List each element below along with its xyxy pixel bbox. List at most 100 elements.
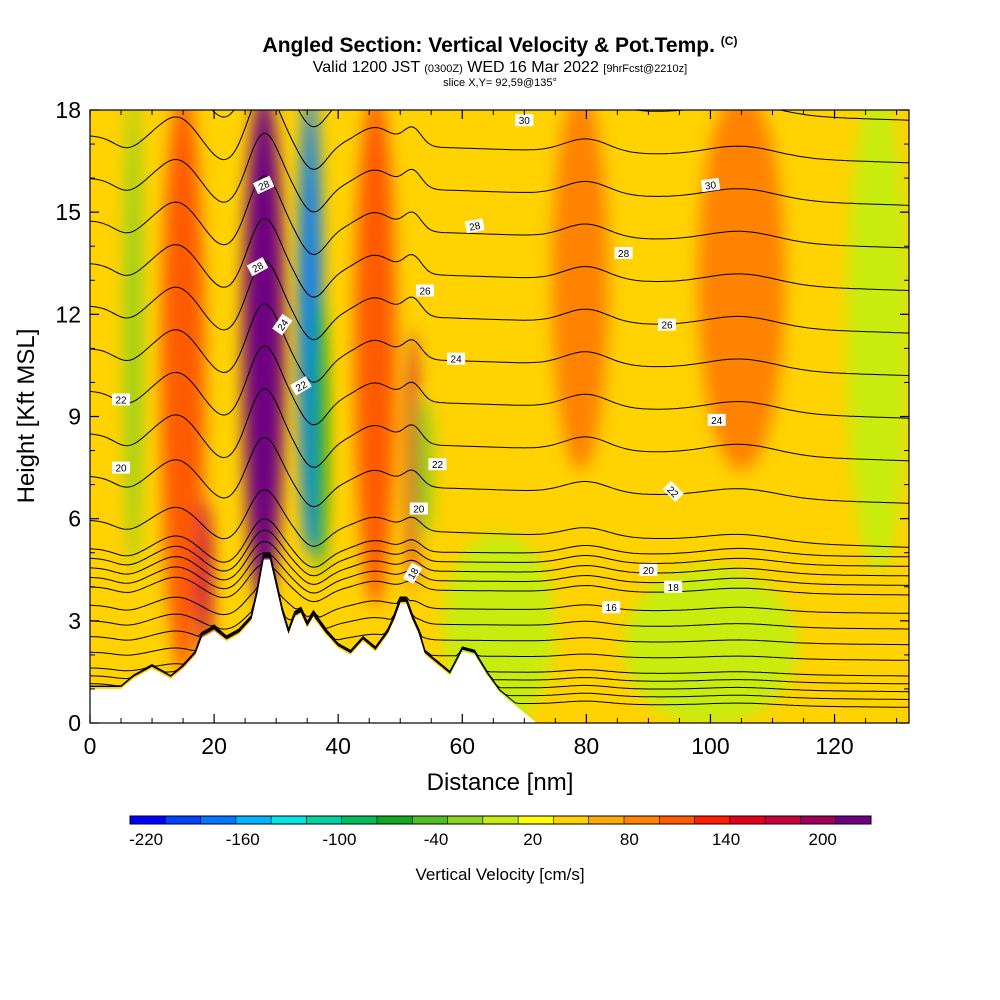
velocity-band — [552, 110, 609, 471]
colorbar-tick-label: 80 — [620, 830, 639, 849]
terrain — [90, 559, 909, 723]
colorbar-swatch — [729, 816, 766, 824]
theta-label-text: 20 — [643, 566, 655, 577]
theta-label: 22 — [290, 376, 312, 396]
theta-label-bg — [290, 376, 312, 396]
x-tick-label: 0 — [84, 733, 97, 759]
velocity-band — [407, 328, 418, 590]
theta-label-bg — [447, 352, 466, 365]
colorbar-swatch — [659, 816, 696, 824]
colorbar-swatch — [835, 816, 872, 824]
theta-contour-line — [90, 540, 909, 585]
valid-time: Valid 1200 JST — [312, 59, 420, 76]
theta-label-text: 16 — [606, 603, 618, 614]
velocity-band — [312, 294, 328, 573]
colorbar-swatch — [553, 816, 590, 824]
theta-contour-line — [90, 260, 909, 341]
theta-contour-line — [90, 555, 909, 677]
colorbar-swatch — [377, 816, 413, 824]
theta-label-bg — [707, 413, 726, 426]
velocity-band — [698, 110, 785, 471]
theta-label: 20 — [639, 563, 658, 577]
colorbar-tick-label: -100 — [322, 830, 356, 849]
y-tick-label: 18 — [55, 97, 81, 123]
theta-label: 24 — [447, 352, 466, 366]
theta-contour-line — [90, 563, 909, 603]
x-tick-label: 20 — [201, 733, 227, 759]
theta-label: 26 — [416, 284, 434, 298]
axes: 0 20 40 60 80 100 120 0 3 6 9 12 15 18 — [55, 97, 909, 759]
theta-label-bg — [602, 601, 621, 614]
theta-label-bg — [614, 247, 633, 259]
colorbar-frame — [129, 815, 872, 825]
y-tick-label: 9 — [68, 404, 81, 430]
theta-label-bg — [112, 393, 130, 406]
colorbar-swatch — [412, 816, 449, 824]
colorbar-swatch — [624, 816, 660, 824]
theta-label: 30 — [515, 114, 534, 127]
y-axis-label: Height [Kft MSL] — [13, 329, 40, 504]
x-axis-label: Distance [nm] — [427, 769, 574, 796]
x-tick-label: 40 — [325, 733, 351, 759]
theta-label-text: 30 — [519, 116, 531, 127]
theta-label-text: 28 — [469, 221, 482, 234]
theta-label-bg — [253, 175, 275, 195]
theta-label-bg — [658, 318, 676, 331]
theta-contour-line — [90, 554, 909, 661]
colorbar-tick-label: -160 — [226, 830, 260, 849]
theta-contour-line — [90, 110, 909, 170]
theta-label-bg — [515, 114, 534, 127]
theta-label: 26 — [658, 318, 676, 332]
colorbar-swatch — [765, 816, 801, 824]
velocity-band — [197, 498, 213, 658]
colorbar-swatch — [200, 816, 237, 824]
theta-label-bg — [464, 218, 485, 234]
velocity-band — [354, 110, 396, 607]
theta-contour-line — [90, 303, 909, 383]
valid-utc: (0300Z) — [424, 63, 463, 75]
theta-contour-labels: 3030282828282626242424222222222020201818… — [112, 114, 726, 614]
theta-label-bg — [246, 257, 269, 277]
theta-label-text: 22 — [294, 379, 310, 394]
colorbar-swatch — [235, 816, 272, 824]
theta-label-bg — [112, 461, 130, 474]
velocity-band — [125, 110, 142, 573]
chart-title: Angled Section: Vertical Velocity & Pot.… — [0, 34, 1000, 58]
theta-contours — [90, 110, 909, 708]
theta-label: 22 — [428, 458, 447, 471]
theta-contour-line — [90, 388, 909, 468]
theta-contour-line — [211, 110, 909, 128]
theta-contour-line — [90, 175, 909, 256]
theta-label-text: 26 — [661, 321, 673, 332]
theta-label-bg — [639, 563, 658, 576]
theta-label-text: 20 — [413, 505, 425, 516]
title-units: (C) — [720, 34, 738, 48]
colorbar-tick-label: 20 — [523, 830, 542, 849]
chart-subtitle: Valid 1200 JST (0300Z) WED 16 Mar 2022 [… — [0, 59, 1000, 77]
theta-contour-line — [90, 217, 909, 298]
theta-label: 28 — [464, 218, 485, 234]
y-tick-label: 0 — [68, 710, 81, 736]
colorbar-swatch — [341, 816, 378, 824]
theta-label-text: 28 — [618, 249, 630, 260]
colorbar: -220 -160 -100 -40 20 80 140 200 — [129, 815, 872, 849]
theta-label-bg — [402, 562, 423, 584]
plot-area: 3030282828282626242424222222222020201818… — [90, 110, 909, 723]
theta-label: 20 — [409, 502, 428, 516]
y-tick-label: 15 — [55, 199, 81, 225]
theta-label: 18 — [664, 580, 683, 594]
valid-date: WED 16 Mar 2022 — [467, 59, 599, 76]
theta-contour-line — [90, 553, 909, 646]
theta-label-text: 24 — [451, 355, 463, 366]
colorbar-swatch — [165, 816, 202, 824]
theta-label: 28 — [253, 175, 275, 195]
theta-contour-line — [90, 518, 909, 568]
colorbar-swatch — [694, 816, 731, 824]
colorbar-tick-label: -40 — [424, 830, 449, 849]
theta-contour-line — [90, 553, 909, 630]
theta-label-bg — [409, 502, 428, 515]
x-tick-label: 60 — [449, 733, 475, 759]
colorbar-swatch — [306, 816, 343, 824]
theta-label-bg — [416, 284, 434, 297]
